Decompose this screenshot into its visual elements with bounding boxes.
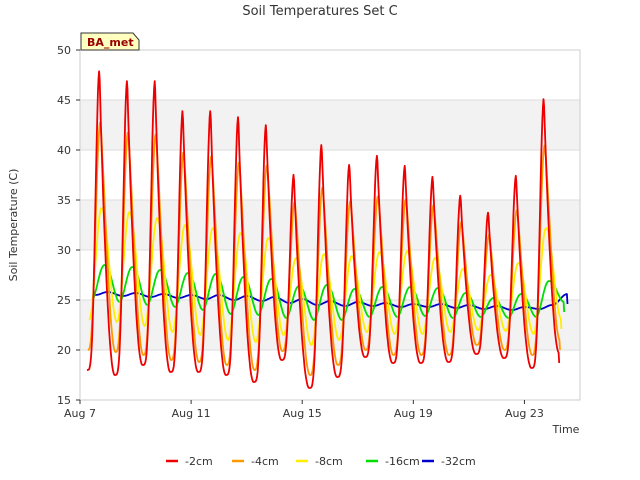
y-tick-label: 40 [57, 144, 71, 157]
plot-band [80, 200, 580, 250]
x-tick-label: Aug 19 [394, 407, 433, 420]
legend-label: -4cm [251, 455, 279, 468]
y-tick-label: 50 [57, 44, 71, 57]
x-tick-label: Aug 15 [283, 407, 322, 420]
y-tick-label: 20 [57, 344, 71, 357]
plot-border [79, 49, 581, 401]
plot-band [80, 100, 580, 150]
y-tick-label: 30 [57, 244, 71, 257]
x-tick-label: Aug 23 [505, 407, 544, 420]
y-axis-label: Soil Temperature (C) [7, 169, 20, 282]
y-axis-ticks: 15 20 25 30 35 40 45 50 [57, 44, 80, 407]
x-axis-label: Time [552, 423, 580, 436]
series-layer [86, 70, 569, 389]
chart-title: Soil Temperatures Set C [242, 4, 397, 19]
site-badge-label: BA_met [87, 36, 134, 49]
site-badge: BA_met [80, 32, 140, 51]
x-tick-label: Aug 11 [172, 407, 211, 420]
legend-label: -8cm [315, 455, 343, 468]
site-badge-shape [80, 32, 140, 51]
x-tick-label: Aug 7 [64, 407, 96, 420]
legend-label: -32cm [441, 455, 476, 468]
y-tick-label: 45 [57, 94, 71, 107]
legend-label: -2cm [185, 455, 213, 468]
y-tick-label: 35 [57, 194, 71, 207]
legend: -2cm -4cm -8cm -16cm -32cm [166, 455, 476, 468]
legend-label: -16cm [385, 455, 420, 468]
x-axis-ticks: Aug 7 Aug 11 Aug 15 Aug 19 Aug 23 [64, 400, 544, 420]
y-tick-label: 15 [57, 394, 71, 407]
y-tick-label: 25 [57, 294, 71, 307]
series-line-minus-2cm [86, 70, 561, 389]
